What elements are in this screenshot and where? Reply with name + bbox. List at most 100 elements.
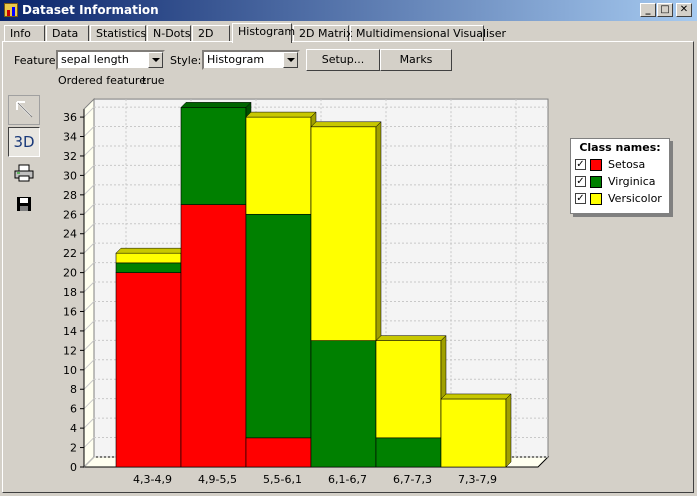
legend-swatch-setosa	[590, 159, 602, 171]
style-select-value: Histogram	[207, 53, 265, 66]
y-tick-label: 16	[63, 305, 77, 318]
legend-swatch-versicolor	[590, 193, 602, 205]
legend-label-setosa: Setosa	[608, 158, 646, 171]
close-button[interactable]: ✕	[676, 3, 692, 17]
grid-diag	[83, 145, 95, 157]
y-tick-label: 22	[63, 247, 77, 260]
y-tick-label: 4	[70, 422, 77, 435]
style-select[interactable]: Histogram	[202, 50, 300, 70]
tab-statistics[interactable]: Statistics	[90, 25, 146, 41]
print-icon[interactable]	[14, 164, 34, 182]
grid-diag	[83, 359, 95, 371]
ordered-feature-value: true	[142, 74, 165, 87]
x-tick-label: 4,9-5,5	[198, 473, 237, 486]
grid-diag	[83, 340, 95, 351]
legend-checkbox-virginica[interactable]: ✓	[575, 176, 586, 187]
y-tick-label: 28	[63, 189, 77, 202]
y-tick-label: 30	[63, 169, 77, 182]
save-icon[interactable]	[16, 196, 32, 212]
y-tick-label: 20	[63, 267, 77, 280]
x-tick-label: 6,7-7,3	[393, 473, 432, 486]
grid-diag	[83, 242, 95, 254]
setup-button[interactable]: Setup...	[306, 49, 380, 71]
bar-segment	[115, 262, 182, 273]
bar-top	[180, 102, 252, 108]
grid-diag	[83, 203, 95, 215]
grid-diag	[83, 320, 95, 332]
grid-diag	[83, 301, 95, 312]
tab-2d-matrix[interactable]: 2D Matrix	[293, 25, 353, 41]
bar-top	[375, 335, 447, 341]
legend-swatch-virginica	[590, 176, 602, 188]
bar-segment	[245, 213, 312, 439]
bar-segment	[180, 204, 247, 468]
legend-label-virginica: Virginica	[608, 175, 656, 188]
maximize-button[interactable]: □	[657, 3, 673, 17]
y-tick-label: 34	[63, 131, 77, 144]
arrow-icon	[16, 101, 33, 118]
tab-multidimensional-visualiser[interactable]: Multidimensional Visualiser	[350, 25, 506, 41]
bar-segment	[310, 340, 377, 468]
tab-data[interactable]: Data	[46, 25, 89, 41]
grid-diag	[83, 165, 95, 176]
feature-select-value: sepal length	[61, 53, 129, 66]
bar-segment	[440, 398, 507, 468]
tab-n-dots[interactable]: N-Dots	[147, 25, 191, 41]
3d-mode-button[interactable]: 3D	[8, 127, 40, 157]
grid-diag	[83, 378, 95, 390]
ordered-feature-label: Ordered feature:	[58, 74, 150, 87]
y-tick-label: 26	[63, 208, 77, 221]
minimize-button[interactable]: _	[640, 3, 656, 17]
class-legend: Class names: ✓ Setosa ✓ Virginica ✓ Vers…	[570, 138, 670, 214]
tab-info[interactable]: Info	[4, 25, 45, 41]
y-tick-label: 6	[70, 403, 77, 416]
bar-segment	[245, 116, 312, 215]
bar-segment	[245, 437, 312, 468]
y-tick-label: 10	[63, 364, 77, 377]
histogram-panel	[2, 41, 694, 493]
x-tick-label: 4,3-4,9	[133, 473, 172, 486]
grid-diag	[83, 456, 95, 468]
chevron-down-icon[interactable]	[283, 52, 298, 68]
grid-diag	[83, 184, 95, 196]
bar-segment	[375, 437, 442, 468]
bar-segment	[180, 107, 247, 205]
y-tick-label: 12	[63, 344, 77, 357]
marks-button[interactable]: Marks	[380, 49, 452, 71]
y-tick-label: 18	[63, 286, 77, 299]
grid-diag	[83, 417, 95, 429]
y-tick-label: 24	[63, 228, 77, 241]
app-icon	[4, 3, 18, 17]
style-label: Style:	[170, 54, 202, 67]
x-tick-label: 6,1-6,7	[328, 473, 367, 486]
y-tick-label: 32	[63, 150, 77, 163]
feature-select[interactable]: sepal length	[56, 50, 165, 70]
bar-top	[440, 393, 512, 400]
legend-checkbox-setosa[interactable]: ✓	[575, 159, 586, 170]
grid-diag	[83, 398, 95, 410]
bar-top	[115, 247, 187, 254]
y-tick-label: 8	[70, 383, 77, 396]
legend-label-versicolor: Versicolor	[608, 192, 662, 205]
bar-side	[505, 393, 512, 468]
histogram-svg: 0246810121416182022242628303234364,3-4,9…	[63, 97, 550, 486]
grid-diag	[83, 126, 95, 137]
grid-diag	[83, 262, 95, 273]
bar-top	[310, 121, 382, 128]
tab-2d[interactable]: 2D	[192, 25, 230, 41]
chevron-down-icon[interactable]	[148, 52, 163, 68]
pointer-mode-button[interactable]	[8, 95, 40, 125]
bar-top	[245, 111, 317, 118]
bar-segment	[375, 340, 442, 439]
window-title: Dataset Information	[22, 3, 159, 17]
bar-segment	[115, 272, 182, 468]
grid-diag	[83, 106, 95, 118]
title-bar: Dataset Information _ □ ✕	[0, 0, 697, 21]
x-tick-label: 5,5-6,1	[263, 473, 302, 486]
feature-label: Feature:	[14, 54, 60, 67]
bar-segment	[115, 252, 182, 264]
tab-histogram[interactable]: Histogram	[232, 23, 295, 43]
3d-icon: 3D	[13, 133, 35, 151]
y-tick-label: 0	[70, 461, 77, 474]
legend-checkbox-versicolor[interactable]: ✓	[575, 193, 586, 204]
